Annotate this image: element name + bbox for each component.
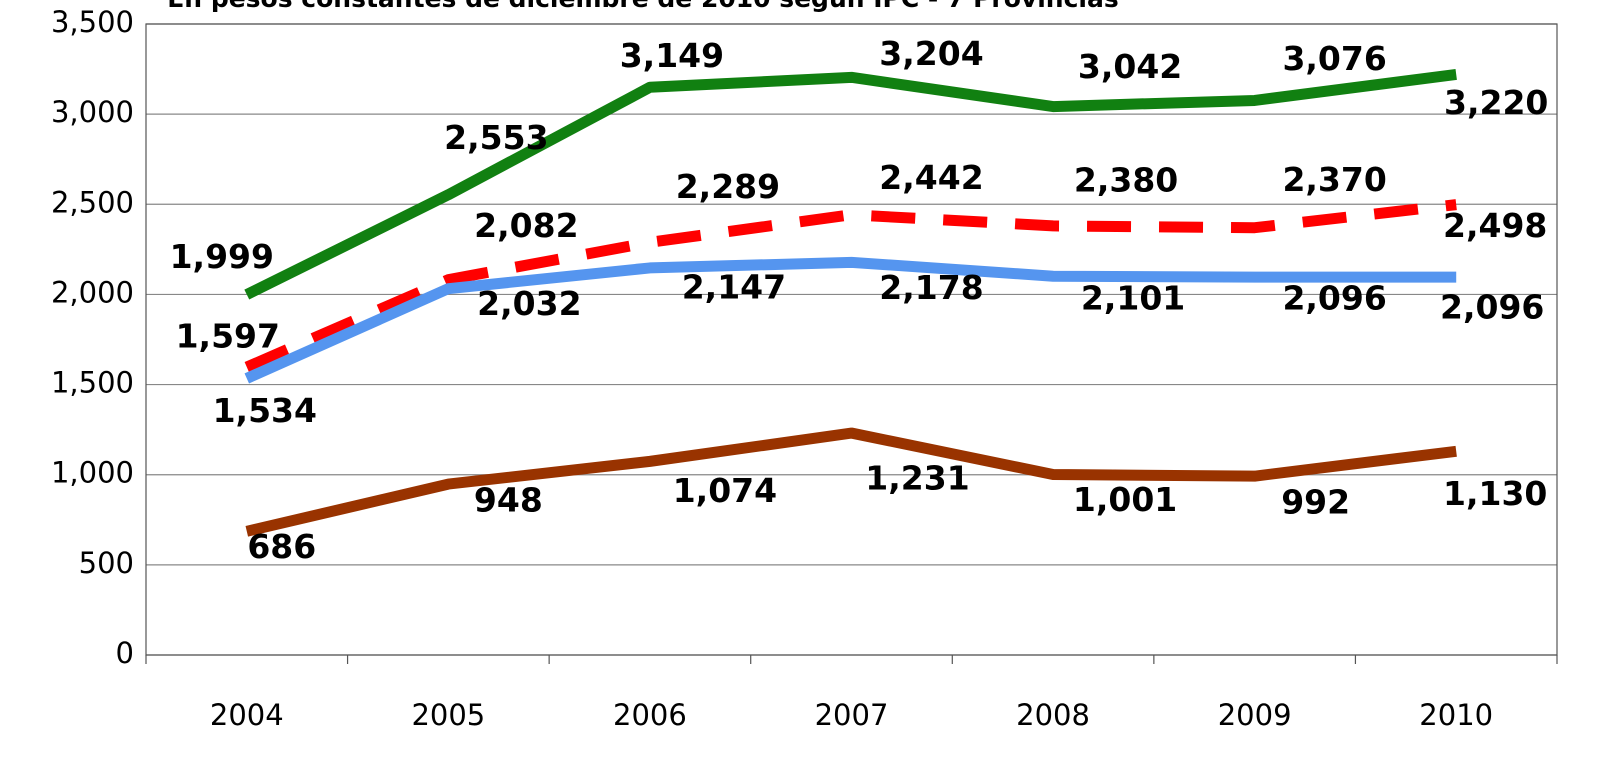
data-label: 1,074 — [673, 471, 777, 510]
x-tick-label: 2010 — [1419, 698, 1493, 732]
plot-border — [145, 23, 1558, 656]
data-label: 3,149 — [620, 36, 724, 75]
y-tick-label: 0 — [116, 636, 134, 670]
data-label: 2,032 — [477, 284, 581, 323]
data-label: 1,597 — [176, 317, 280, 356]
data-label: 2,147 — [682, 267, 786, 306]
data-label: 2,289 — [676, 167, 780, 206]
data-label: 2,082 — [474, 206, 578, 245]
data-label: 3,220 — [1444, 83, 1548, 122]
y-tick-label: 500 — [79, 546, 134, 580]
x-tick-label: 2008 — [1016, 698, 1090, 732]
y-tick-label: 2,000 — [51, 275, 134, 309]
y-tick-label: 2,500 — [51, 185, 134, 219]
data-label: 2,370 — [1282, 160, 1386, 199]
y-tick-label: 1,000 — [51, 456, 134, 490]
data-label: 2,498 — [1443, 206, 1547, 245]
chart-subtitle: En pesos constantes de diciembre de 2010… — [167, 0, 1119, 13]
series-line — [244, 256, 1457, 384]
data-label: 992 — [1281, 483, 1350, 522]
series-line — [244, 69, 1457, 300]
series-line — [245, 427, 1457, 537]
data-label: 3,076 — [1282, 39, 1386, 78]
y-tick-label: 1,500 — [51, 366, 134, 400]
data-label: 2,178 — [879, 268, 983, 307]
y-tick-label: 3,000 — [51, 95, 134, 129]
data-label: 2,096 — [1282, 279, 1386, 318]
data-label: 686 — [247, 527, 316, 566]
data-label: 2,553 — [444, 118, 548, 157]
data-label: 2,096 — [1440, 288, 1544, 327]
x-tick-label: 2007 — [815, 698, 889, 732]
data-label: 948 — [474, 481, 543, 520]
data-label: 3,204 — [879, 34, 983, 73]
x-tick-label: 2006 — [613, 698, 687, 732]
data-label: 2,101 — [1081, 279, 1185, 318]
data-label: 2,380 — [1074, 160, 1178, 199]
data-label: 2,442 — [879, 158, 983, 197]
data-label: 3,042 — [1078, 47, 1182, 86]
data-label: 1,999 — [170, 237, 274, 276]
x-tick-label: 2004 — [210, 698, 284, 732]
data-label: 1,130 — [1443, 474, 1547, 513]
x-tick-label: 2009 — [1218, 698, 1292, 732]
data-label: 1,231 — [865, 459, 969, 498]
data-label: 1,001 — [1073, 480, 1177, 519]
series-line — [244, 199, 1457, 373]
x-tick-label: 2005 — [411, 698, 485, 732]
y-tick-label: 3,500 — [51, 5, 134, 39]
data-label: 1,534 — [213, 391, 317, 430]
